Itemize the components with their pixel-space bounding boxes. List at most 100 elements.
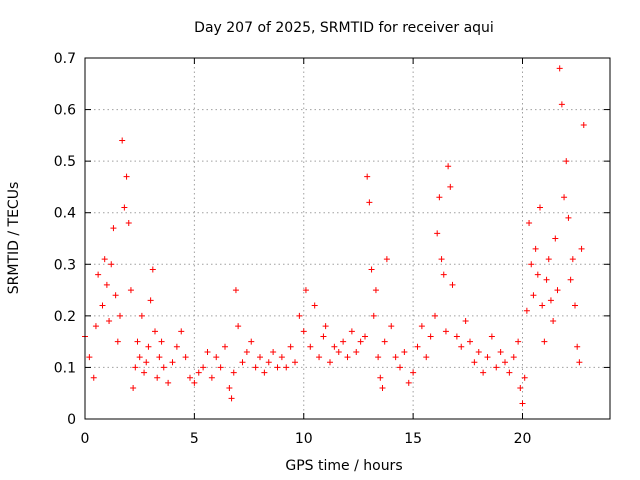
data-point (106, 318, 113, 325)
data-point (381, 338, 388, 345)
data-point (169, 359, 176, 366)
data-point (453, 333, 460, 340)
data-point (134, 338, 141, 345)
data-point (569, 256, 576, 263)
data-point (114, 338, 121, 345)
data-point (320, 333, 327, 340)
data-points (82, 65, 587, 407)
data-point (112, 292, 119, 299)
data-point (541, 338, 548, 345)
data-point (145, 343, 152, 350)
data-point (119, 137, 126, 144)
data-point (316, 354, 323, 361)
y-tick-label: 0.1 (54, 360, 76, 376)
data-point (442, 328, 449, 335)
data-point (410, 369, 417, 376)
data-point (370, 312, 377, 319)
y-tick-label: 0.7 (54, 51, 76, 67)
data-point (372, 287, 379, 294)
data-point (178, 328, 185, 335)
data-point (158, 338, 165, 345)
data-point (537, 204, 543, 211)
data-point (283, 364, 290, 371)
x-axis-label: GPS time / hours (285, 458, 402, 474)
data-point (173, 343, 180, 350)
data-point (110, 225, 117, 232)
data-point (86, 354, 93, 361)
data-point (296, 312, 303, 319)
data-point (152, 328, 158, 335)
data-point (572, 302, 578, 309)
data-point (377, 374, 384, 381)
data-point (383, 256, 390, 263)
data-point (125, 220, 132, 227)
data-point (493, 364, 500, 371)
data-point (138, 312, 145, 319)
data-point (235, 323, 242, 330)
data-point (523, 307, 530, 314)
data-point (440, 271, 447, 278)
data-point (132, 364, 139, 371)
data-point (432, 312, 438, 319)
data-point (405, 379, 412, 386)
data-point (565, 214, 572, 221)
data-point (379, 385, 386, 392)
data-point (353, 348, 360, 355)
data-point (574, 343, 581, 350)
data-point (292, 359, 298, 366)
data-point (200, 364, 207, 371)
data-point (506, 369, 513, 376)
data-point (368, 266, 375, 273)
data-point (530, 292, 537, 299)
data-point (434, 230, 441, 237)
data-point (300, 328, 307, 335)
data-point (488, 333, 495, 340)
data-point (331, 343, 338, 350)
x-tick-label: 20 (514, 431, 532, 447)
data-point (213, 354, 220, 361)
data-point (311, 302, 318, 309)
data-point (127, 287, 134, 294)
data-point (222, 343, 228, 350)
grid-layer (85, 58, 610, 419)
data-point (401, 348, 408, 355)
data-point (147, 297, 154, 304)
data-point (580, 122, 587, 129)
data-point (515, 338, 522, 345)
data-point (462, 318, 469, 325)
y-tick-label: 0.3 (54, 257, 76, 273)
data-point (558, 101, 565, 108)
x-tick-label: 10 (295, 431, 313, 447)
y-tick-label: 0.4 (54, 206, 76, 222)
data-point (278, 354, 285, 361)
data-point (427, 333, 434, 340)
data-point (265, 359, 272, 366)
data-point (375, 354, 382, 361)
data-point (458, 343, 465, 350)
data-point (543, 276, 550, 283)
data-point (534, 271, 541, 278)
data-point (101, 256, 108, 263)
data-point (99, 302, 106, 309)
chart-title: Day 207 of 2025, SRMTID for receiver aqu… (194, 20, 494, 36)
data-point (243, 348, 250, 355)
data-point (567, 276, 574, 283)
data-point (397, 364, 403, 371)
data-point (539, 302, 546, 309)
y-tick-label: 0.6 (54, 103, 76, 119)
data-point (130, 385, 137, 392)
data-point (228, 395, 235, 402)
data-point (165, 379, 172, 386)
data-point (438, 256, 445, 263)
data-point (143, 359, 150, 366)
data-point (519, 400, 526, 407)
data-point (160, 364, 167, 371)
data-point (149, 266, 156, 273)
data-point (578, 245, 585, 252)
data-point (187, 374, 193, 381)
data-point (230, 369, 237, 376)
data-point (449, 281, 456, 288)
data-point (547, 297, 554, 304)
data-point (467, 338, 473, 345)
